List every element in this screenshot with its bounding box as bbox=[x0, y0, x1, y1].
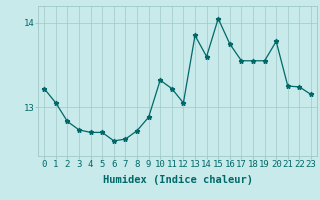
X-axis label: Humidex (Indice chaleur): Humidex (Indice chaleur) bbox=[103, 175, 252, 185]
